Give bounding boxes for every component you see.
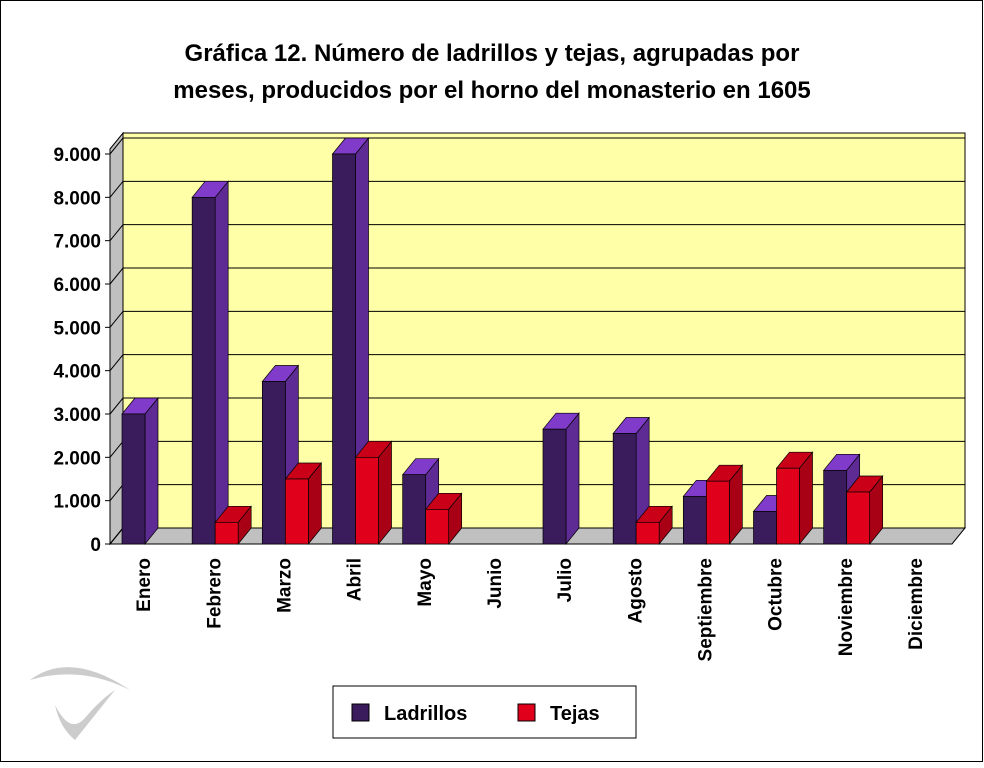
bar	[705, 480, 730, 545]
bar	[425, 508, 450, 545]
legend-label: Ladrillos	[384, 703, 467, 725]
bar-side	[144, 397, 159, 545]
legend-swatch	[351, 703, 370, 722]
grid-line	[109, 180, 965, 198]
grid-line	[109, 137, 965, 155]
x-tick-label: Enero	[134, 558, 155, 612]
x-tick-label: Octubre	[766, 558, 787, 631]
bar	[284, 478, 309, 545]
bar	[402, 474, 427, 545]
bar	[753, 511, 777, 545]
bar-side	[565, 412, 580, 545]
legend-swatch	[517, 703, 536, 722]
x-tick-label: Julio	[555, 558, 576, 602]
bar	[823, 469, 848, 545]
grid-line	[109, 224, 965, 241]
x-tick-label: Abril	[345, 558, 366, 601]
bar	[635, 521, 660, 545]
bar-side	[378, 440, 392, 545]
x-tick-label: Diciembre	[906, 558, 927, 650]
grid-line	[109, 267, 965, 285]
y-tick-label: 2.000	[53, 448, 101, 469]
bar	[776, 467, 800, 545]
bar	[332, 153, 356, 545]
x-tick-label: Agosto	[625, 558, 646, 623]
x-tick-label: Septiembre	[695, 558, 716, 661]
logo	[30, 667, 130, 740]
bar	[682, 495, 707, 545]
bar	[121, 413, 146, 545]
y-tick-label: 6.000	[53, 275, 101, 296]
grid-line	[109, 397, 965, 415]
y-tick-label: 5.000	[53, 318, 101, 339]
y-tick-label: 0	[90, 535, 101, 556]
grid-line	[109, 354, 965, 371]
bar	[214, 521, 239, 545]
y-tick-label: 9.000	[53, 145, 101, 166]
bar	[846, 491, 871, 545]
x-tick-label: Junio	[485, 558, 506, 609]
bar	[612, 433, 637, 545]
bar	[261, 381, 286, 545]
bar	[542, 428, 567, 545]
grid-line	[109, 310, 965, 328]
x-tick-label: Marzo	[274, 558, 295, 613]
y-tick-label: 7.000	[53, 232, 101, 253]
x-tick-label: Noviembre	[836, 558, 857, 656]
bar	[191, 196, 216, 545]
x-tick-label: Mayo	[415, 558, 436, 607]
legend	[332, 685, 637, 739]
chart-title: Gráfica 12. Número de ladrillos y tejas,…	[173, 40, 811, 104]
y-tick-label: 1.000	[53, 492, 101, 513]
y-tick-label: 3.000	[53, 405, 101, 426]
bar	[355, 456, 379, 545]
legend-label: Tejas	[550, 703, 600, 725]
x-tick-label: Febrero	[204, 558, 225, 629]
y-tick-label: 8.000	[53, 188, 101, 209]
bar-side	[214, 180, 229, 545]
y-tick-label: 4.000	[53, 362, 101, 383]
